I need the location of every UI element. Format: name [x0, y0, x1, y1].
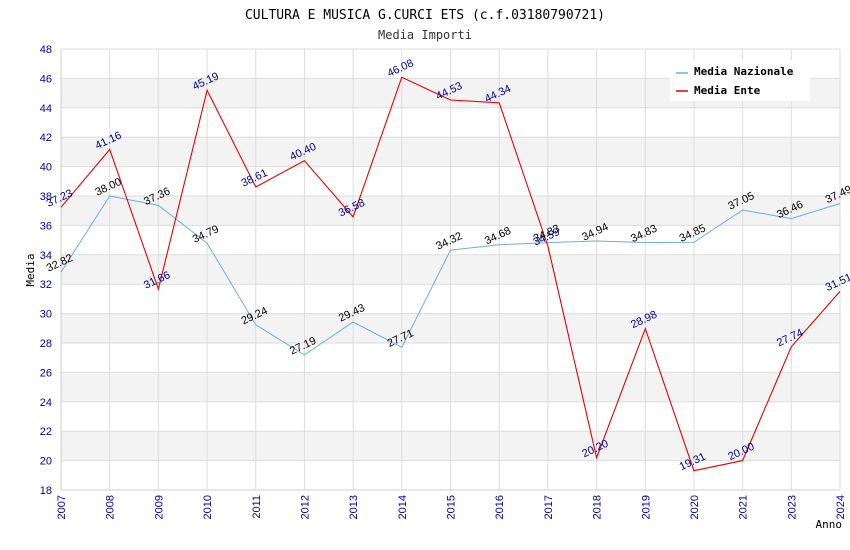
series-line-nazionale: [60, 195, 841, 356]
axes: [60, 49, 840, 491]
x-tick-label: 2023: [786, 495, 798, 519]
legend-box: [670, 60, 810, 101]
y-tick-label: 26: [40, 367, 52, 379]
y-tick-label: 36: [40, 220, 52, 232]
y-tick-label: 20: [40, 456, 52, 468]
x-axis-label: Anno: [816, 518, 843, 531]
x-tick-label: 2013: [348, 495, 360, 519]
x-tick-label: 2015: [446, 495, 458, 519]
y-tick-label: 34: [40, 250, 52, 262]
x-tick-label: 2016: [494, 495, 506, 519]
x-tick-label: 2008: [105, 495, 117, 519]
chart-subtitle: Media Importi: [378, 28, 472, 42]
x-tick-label: 2012: [299, 495, 311, 519]
x-tick-label: 2018: [592, 495, 604, 519]
y-tick-label: 18: [40, 485, 52, 497]
y-tick-label: 32: [40, 279, 52, 291]
x-tick-label: 2019: [640, 495, 652, 519]
data-label-nazionale: 38.00: [93, 176, 123, 199]
legend-label-nazionale: Media Nazionale: [694, 65, 794, 78]
y-tick-label: 48: [40, 44, 52, 56]
y-tick-label: 44: [40, 103, 52, 115]
legend: Media Nazionale Media Ente: [670, 60, 810, 101]
y-tick-labels: 18 20 22 24 26 28 30 32 34 36 38 40 42 44 46 48: [40, 44, 52, 497]
y-tick-label: 22: [40, 426, 52, 438]
x-tick-label: 2021: [738, 495, 750, 519]
legend-label-ente: Media Ente: [694, 84, 761, 97]
x-tick-label: 2017: [543, 495, 555, 519]
y-tick-label: 38: [40, 191, 52, 203]
x-tick-label: 2007: [56, 495, 68, 519]
series-line-ente: [60, 76, 841, 472]
series-lines: [60, 76, 841, 472]
data-label-ente: 46.08: [386, 57, 416, 80]
y-tick-label: 42: [40, 132, 52, 144]
y-axis-label: Media: [24, 253, 37, 286]
x-tick-label: 2009: [153, 495, 165, 519]
data-label-nazionale: 34.83: [629, 223, 659, 246]
chart-title: CULTURA E MUSICA G.CURCI ETS (c.f.031807…: [245, 8, 605, 23]
y-tick-label: 30: [40, 309, 52, 321]
y-tick-label: 28: [40, 338, 52, 350]
data-label-ente: 38.61: [240, 167, 270, 190]
x-tick-label: 2020: [689, 495, 701, 519]
x-tick-label: 2011: [251, 495, 263, 519]
y-tick-label: 46: [40, 73, 52, 85]
y-tick-label: 24: [40, 397, 52, 409]
x-tick-label: 2014: [397, 495, 409, 519]
x-tick-label: 2024: [835, 495, 847, 519]
x-tick-label: 2010: [202, 495, 214, 519]
y-tick-label: 40: [40, 162, 52, 174]
x-tick-labels: 2007 2008 2009 2010 2011 2012 2013 2014 2015 2016…: [56, 495, 847, 519]
